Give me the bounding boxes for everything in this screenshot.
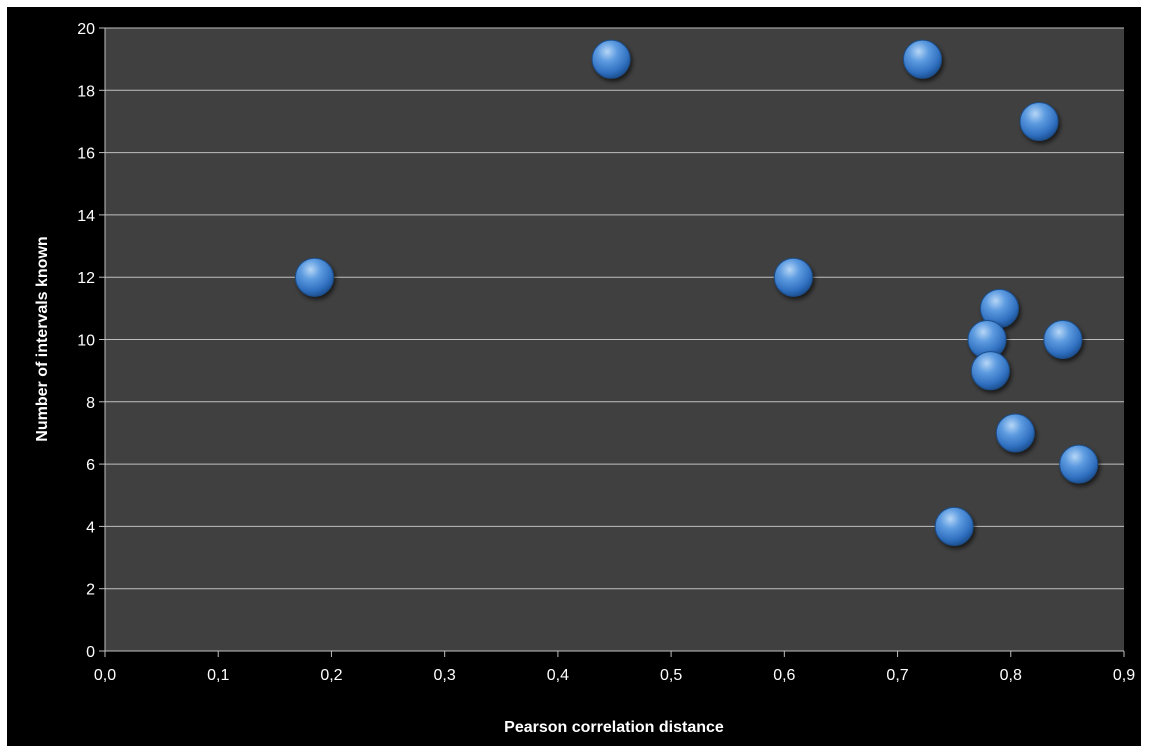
- data-point: [1019, 101, 1059, 141]
- y-tick-label: 14: [77, 208, 95, 225]
- x-tick-label: 0,3: [434, 667, 456, 684]
- data-points: [294, 39, 1099, 546]
- y-tick-label: 4: [86, 519, 95, 536]
- y-tick-label: 10: [77, 333, 95, 350]
- data-point: [995, 413, 1035, 453]
- data-point: [1059, 444, 1099, 484]
- data-point: [970, 351, 1010, 391]
- data-point: [294, 257, 334, 297]
- y-tick-label: 2: [86, 582, 95, 599]
- y-axis-ticks: 0 2 4 6 8 10 12 14 16 18 20: [77, 21, 105, 661]
- data-point: [591, 39, 631, 79]
- data-point: [934, 506, 974, 546]
- x-tick-label: 0,7: [886, 667, 908, 684]
- x-tick-label: 0,0: [94, 667, 116, 684]
- gridlines: [105, 27, 1124, 590]
- x-tick-label: 0,4: [547, 667, 569, 684]
- y-axis-title: Number of intervals known: [34, 236, 51, 441]
- x-axis-title: Pearson correlation distance: [504, 719, 724, 736]
- y-tick-label: 0: [86, 644, 95, 661]
- y-tick-label: 18: [77, 83, 95, 100]
- y-tick-label: 8: [86, 395, 95, 412]
- chart-container: 0 2 4 6 8 10 12 14 16 18 20 0,0 0,1 0,2 0,3 0,4 0,5 0,6 0…: [7, 7, 1141, 746]
- data-point: [1043, 320, 1083, 359]
- x-tick-label: 0,8: [1000, 667, 1022, 684]
- x-tick-label: 0,2: [320, 667, 342, 684]
- y-tick-label: 6: [86, 457, 95, 474]
- x-tick-label: 0,1: [207, 667, 229, 684]
- data-point: [902, 39, 942, 79]
- x-tick-label: 0,5: [660, 667, 682, 684]
- y-tick-label: 12: [77, 270, 95, 287]
- x-tick-label: 0,9: [1113, 667, 1135, 684]
- y-tick-label: 20: [77, 21, 95, 38]
- x-axis-ticks: 0,0 0,1 0,2 0,3 0,4 0,5 0,6 0,7 0,8 0,9: [94, 651, 1135, 684]
- x-tick-label: 0,6: [773, 667, 795, 684]
- y-tick-label: 16: [77, 146, 95, 163]
- data-point: [773, 257, 813, 297]
